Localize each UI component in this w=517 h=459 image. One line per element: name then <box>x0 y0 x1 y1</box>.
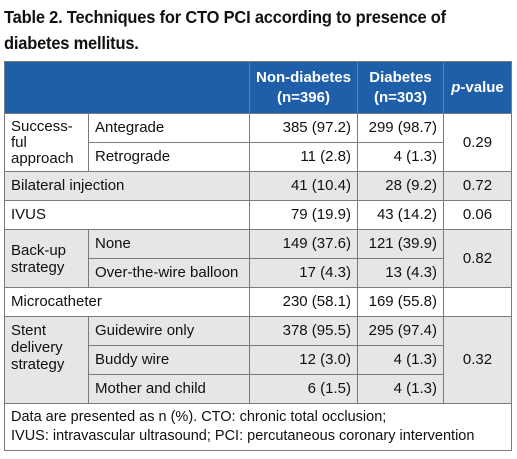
cell-backup-p-value: 0.82 <box>443 229 512 288</box>
table-row: Success- ful approach Antegrade 385 (97.… <box>4 113 512 172</box>
cell-ivus-non-diabetes: 79 (19.9) <box>249 200 358 230</box>
group-label-backup-strategy: Back-up strategy <box>4 229 89 288</box>
row-label-ivus: IVUS <box>4 200 250 230</box>
row-label-none: None <box>88 229 250 259</box>
footnote-line-2: IVUS: intravascular ultrasound; PCI: per… <box>11 428 475 444</box>
row-label-bilateral-injection: Bilateral injection <box>4 171 250 201</box>
header-non-diabetes: Non-diabetes (n=396) <box>249 61 358 114</box>
cell-otw-diabetes: 13 (4.3) <box>357 258 444 288</box>
table-row: Buddy wire 12 (3.0) 4 (1.3) <box>5 345 512 375</box>
header-blank-cell <box>4 61 250 114</box>
cell-bilateral-p-value: 0.72 <box>443 171 512 201</box>
cell-guidewire-non-diabetes: 378 (95.5) <box>249 316 358 346</box>
header-row: Non-diabetes (n=396) Diabetes (n=303) p-… <box>4 61 512 114</box>
footnote-line-1: Data are presented as n (%). CTO: chroni… <box>11 409 387 425</box>
header-p-rest: -value <box>460 78 504 96</box>
cell-none-diabetes: 121 (39.9) <box>357 229 444 259</box>
table-row: Bilateral injection 41 (10.4) 28 (9.2) 0… <box>4 171 512 201</box>
row-label-over-the-wire-balloon: Over-the-wire balloon <box>88 258 250 288</box>
cell-antegrade-diabetes: 299 (98.7) <box>357 113 444 143</box>
techniques-table: Non-diabetes (n=396) Diabetes (n=303) p-… <box>4 61 512 451</box>
table-row: Over-the-wire balloon 17 (4.3) 13 (4.3) <box>5 258 512 288</box>
cell-mother-child-non-diabetes: 6 (1.5) <box>249 374 358 404</box>
cell-stent-delivery-p-value: 0.32 <box>443 316 512 404</box>
cell-ivus-diabetes: 43 (14.2) <box>357 200 444 230</box>
table-row: Back-up strategy None 149 (37.6) 121 (39… <box>4 229 512 288</box>
cell-bilateral-non-diabetes: 41 (10.4) <box>249 171 358 201</box>
cell-buddy-diabetes: 4 (1.3) <box>357 345 444 375</box>
cell-successful-approach-p-value: 0.29 <box>443 113 512 172</box>
row-label-mother-and-child: Mother and child <box>88 374 250 404</box>
header-diabetes: Diabetes (n=303) <box>357 61 444 114</box>
table-row: Stent delivery strategy Guidewire only 3… <box>4 316 512 404</box>
header-p-value: p-value <box>443 61 512 114</box>
cell-microcatheter-diabetes: 169 (55.8) <box>357 287 444 317</box>
cell-retrograde-non-diabetes: 11 (2.8) <box>249 142 358 172</box>
row-label-antegrade: Antegrade <box>88 113 250 143</box>
group-label-stent-delivery: Stent delivery strategy <box>4 316 89 404</box>
cell-microcatheter-p-value <box>443 287 512 317</box>
group-label-successful-approach: Success- ful approach <box>4 113 89 172</box>
row-label-microcatheter: Microcatheter <box>4 287 250 317</box>
cell-microcatheter-non-diabetes: 230 (58.1) <box>249 287 358 317</box>
table-row: IVUS 79 (19.9) 43 (14.2) 0.06 <box>4 200 512 230</box>
table-row: Retrograde 11 (2.8) 4 (1.3) <box>5 142 512 172</box>
cell-buddy-non-diabetes: 12 (3.0) <box>249 345 358 375</box>
cell-bilateral-diabetes: 28 (9.2) <box>357 171 444 201</box>
cell-none-non-diabetes: 149 (37.6) <box>249 229 358 259</box>
cell-mother-child-diabetes: 4 (1.3) <box>357 374 444 404</box>
header-p-italic: p <box>451 78 461 96</box>
cell-antegrade-non-diabetes: 385 (97.2) <box>249 113 358 143</box>
cell-guidewire-diabetes: 295 (97.4) <box>357 316 444 346</box>
row-label-retrograde: Retrograde <box>88 142 250 172</box>
cell-otw-non-diabetes: 17 (4.3) <box>249 258 358 288</box>
table-row: Microcatheter 230 (58.1) 169 (55.8) <box>4 287 512 317</box>
cell-ivus-p-value: 0.06 <box>443 200 512 230</box>
footnote-cell: Data are presented as n (%). CTO: chroni… <box>4 403 512 451</box>
table-title: Table 2. Techniques for CTO PCI accordin… <box>4 7 446 53</box>
row-label-buddy-wire: Buddy wire <box>88 345 250 375</box>
footnote-row: Data are presented as n (%). CTO: chroni… <box>4 403 512 451</box>
cell-retrograde-diabetes: 4 (1.3) <box>357 142 444 172</box>
row-label-guidewire-only: Guidewire only <box>88 316 250 346</box>
